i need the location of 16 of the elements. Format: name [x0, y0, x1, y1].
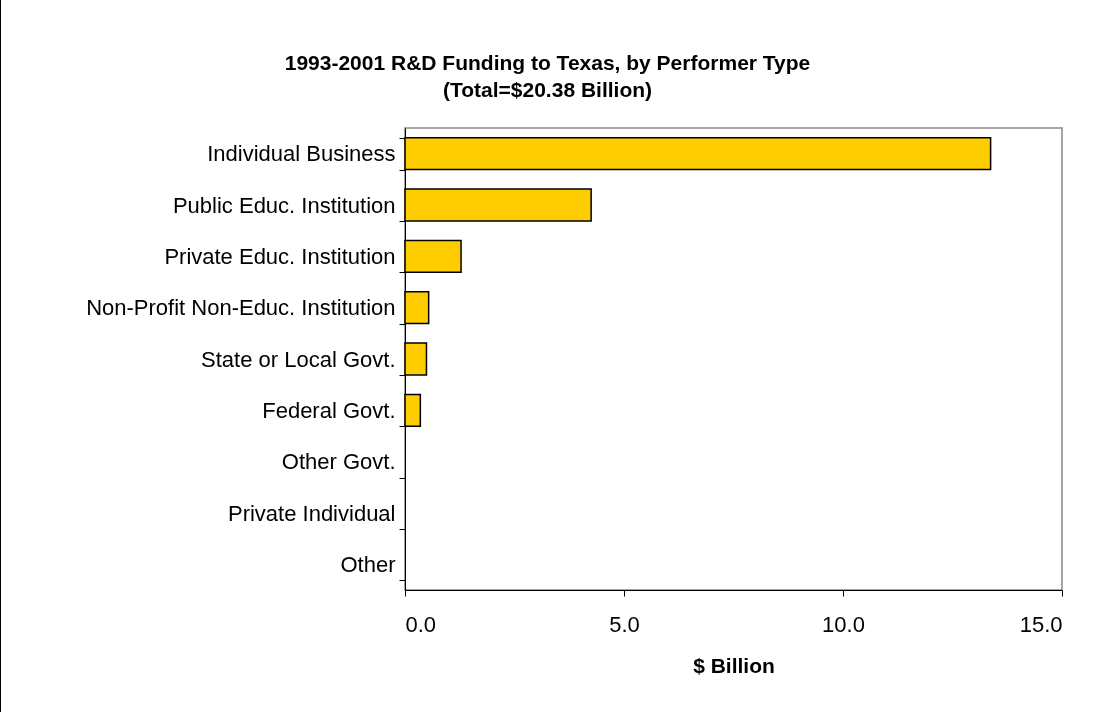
y-tick-label: Other Govt. — [281, 449, 396, 475]
chart-subtitle: (Total=$20.38 Billion) — [442, 78, 653, 101]
x-tick-label: 5.0 — [609, 611, 640, 637]
x-tick-label: 0.0 — [405, 611, 437, 637]
y-tick-label: Private Educ. Institution — [164, 243, 396, 269]
y-tick-label: Individual Business — [207, 141, 396, 167]
y-tick-label: Other — [340, 551, 396, 577]
y-tick-label: Federal Govt. — [262, 397, 396, 423]
chart-title: 1993-2001 R&D Funding to Texas, by Performer Type — [284, 51, 811, 74]
y-tick-label: Public Educ. Institution — [172, 192, 396, 218]
x-tick-label: 15.0 — [1019, 611, 1063, 637]
y-tick-label: Non-Profit Non-Educ. Institution — [86, 295, 396, 321]
y-tick-label: State or Local Govt. — [201, 346, 396, 372]
y-tick-label: Private Individual — [227, 500, 396, 526]
x-tick-label: 10.0 — [822, 611, 865, 637]
x-axis-title: $ Billion — [693, 653, 775, 677]
